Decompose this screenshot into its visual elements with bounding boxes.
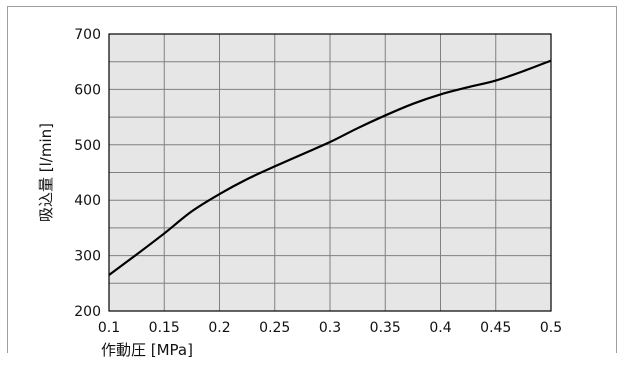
y-tick-label-3: 500 <box>74 138 101 154</box>
y-axis-ticks: 200 300 400 500 600 700 <box>74 27 101 320</box>
series-line-0 <box>108 59 552 276</box>
plot-border <box>108 33 552 312</box>
series-group <box>108 59 552 276</box>
x-tick-label-5: 0.35 <box>370 320 401 336</box>
x-tick-label-0: 0.1 <box>98 320 120 336</box>
y-axis-label: 吸込量 [l/min] <box>37 123 55 222</box>
x-tick-label-8: 0.5 <box>540 320 562 336</box>
y-tick-label-0: 200 <box>74 304 101 320</box>
y-tick-label-2: 400 <box>74 193 101 209</box>
x-axis-label: 作動圧 [MPa] <box>101 341 193 359</box>
x-tick-label-7: 0.45 <box>480 320 511 336</box>
y-tick-label-1: 300 <box>74 249 101 265</box>
x-tick-label-1: 0.15 <box>149 320 180 336</box>
grid-lines <box>108 33 552 312</box>
x-tick-label-3: 0.25 <box>259 320 290 336</box>
x-axis-ticks: 0.1 0.15 0.2 0.25 0.3 0.35 0.4 0.45 0.5 <box>98 320 562 336</box>
y-tick-label-5: 700 <box>74 27 101 43</box>
y-tick-label-4: 600 <box>74 82 101 98</box>
x-tick-label-6: 0.4 <box>429 320 451 336</box>
x-tick-label-4: 0.3 <box>319 320 341 336</box>
x-tick-label-2: 0.2 <box>208 320 230 336</box>
